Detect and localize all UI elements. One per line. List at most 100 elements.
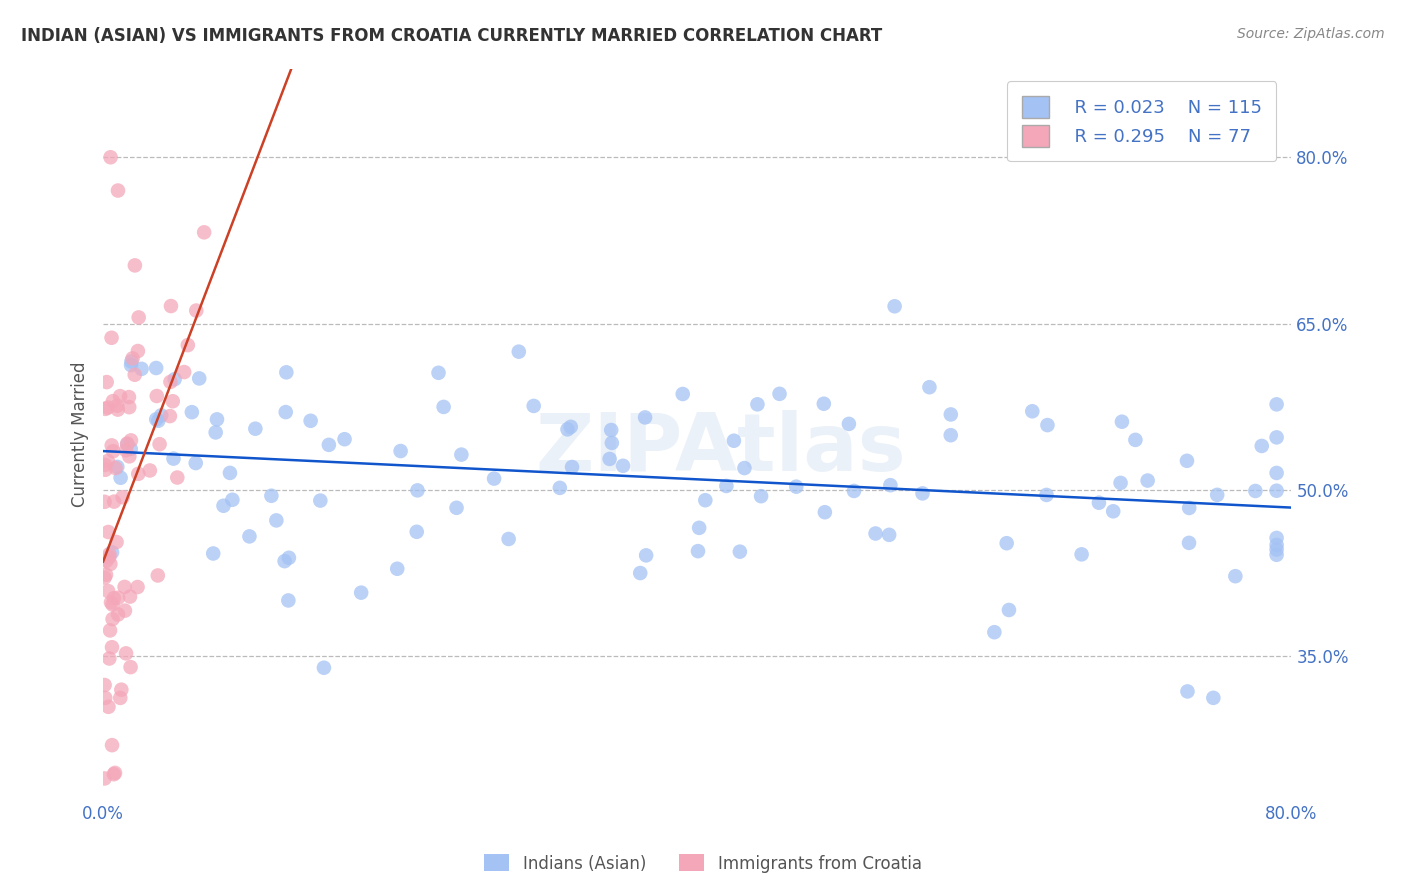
Point [118, 590, 141, 604]
Point [277, 550, 299, 565]
Point [688, 521, 710, 535]
Point [1035, 488, 1057, 502]
Point [865, 526, 887, 541]
Point [995, 536, 1018, 550]
Point [672, 387, 695, 401]
Point [115, 646, 138, 660]
Point [1177, 684, 1199, 698]
Point [260, 489, 283, 503]
Point [184, 456, 207, 470]
Point [599, 451, 621, 466]
Point [1021, 404, 1043, 418]
Point [97, 401, 120, 415]
Point [100, 557, 122, 571]
Point [162, 394, 184, 409]
Point [163, 372, 186, 386]
Point [427, 366, 450, 380]
Point [1265, 548, 1288, 562]
Point [120, 434, 142, 448]
Point [318, 438, 340, 452]
Point [101, 612, 124, 626]
Point [120, 354, 142, 368]
Point [121, 351, 143, 366]
Point [1244, 483, 1267, 498]
Point [1265, 397, 1288, 411]
Point [877, 528, 900, 542]
Point [193, 225, 215, 239]
Point [628, 566, 651, 580]
Point [101, 598, 124, 612]
Point [118, 450, 141, 464]
Point [842, 483, 865, 498]
Point [127, 344, 149, 359]
Point [273, 554, 295, 568]
Point [120, 442, 142, 456]
Point [523, 399, 546, 413]
Point [98, 547, 121, 561]
Point [561, 460, 583, 475]
Point [883, 299, 905, 313]
Point [96, 375, 118, 389]
Point [107, 184, 129, 198]
Point [159, 409, 181, 423]
Point [245, 422, 267, 436]
Point [159, 375, 181, 389]
Point [498, 532, 520, 546]
Point [177, 338, 200, 352]
Point [94, 401, 117, 416]
Legend:   R = 0.023    N = 115,   R = 0.295    N = 77: R = 0.023 N = 115, R = 0.295 N = 77 [1007, 81, 1277, 161]
Point [127, 467, 149, 481]
Point [446, 500, 468, 515]
Point [110, 471, 132, 485]
Point [146, 389, 169, 403]
Point [1225, 569, 1247, 583]
Point [110, 682, 132, 697]
Point [350, 585, 373, 599]
Text: ZIPAtlas: ZIPAtlas [536, 410, 907, 488]
Point [276, 365, 298, 379]
Point [186, 303, 208, 318]
Point [105, 399, 128, 413]
Point [98, 549, 121, 564]
Point [101, 545, 124, 559]
Point [636, 549, 658, 563]
Point [1202, 690, 1225, 705]
Point [728, 544, 751, 558]
Point [333, 432, 356, 446]
Point [309, 493, 332, 508]
Point [387, 562, 409, 576]
Point [238, 529, 260, 543]
Point [105, 459, 128, 474]
Point [879, 478, 901, 492]
Point [100, 150, 122, 164]
Point [998, 603, 1021, 617]
Point [101, 444, 124, 458]
Point [1206, 488, 1229, 502]
Point [148, 437, 170, 451]
Point [482, 472, 505, 486]
Point [115, 436, 138, 450]
Point [118, 400, 141, 414]
Text: Source: ZipAtlas.com: Source: ZipAtlas.com [1237, 27, 1385, 41]
Point [450, 448, 472, 462]
Point [101, 738, 124, 752]
Point [1265, 483, 1288, 498]
Point [548, 481, 571, 495]
Point [188, 371, 211, 385]
Point [139, 463, 162, 477]
Point [97, 584, 120, 599]
Point [634, 410, 657, 425]
Point [107, 591, 129, 605]
Point [686, 544, 709, 558]
Point [180, 405, 202, 419]
Point [814, 505, 837, 519]
Point [205, 412, 228, 426]
Point [557, 422, 579, 436]
Point [146, 568, 169, 582]
Point [101, 394, 124, 409]
Point [110, 690, 132, 705]
Point [1178, 536, 1201, 550]
Point [1088, 496, 1111, 510]
Point [160, 299, 183, 313]
Point [508, 344, 530, 359]
